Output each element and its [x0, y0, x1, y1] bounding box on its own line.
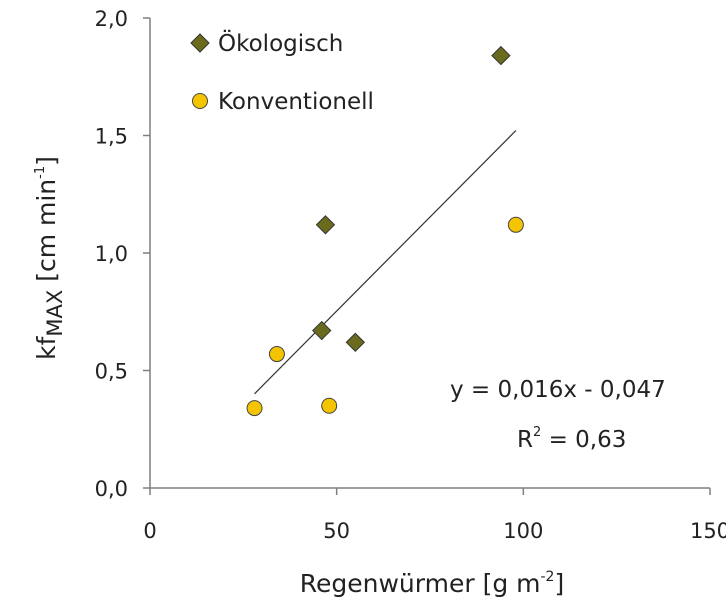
data-point-konventionell	[507, 216, 524, 233]
y-axis-title: kfMAX [cm min-1]	[32, 156, 67, 360]
data-point-konventionell	[246, 400, 263, 417]
x-axis-title: Regenwürmer [g m-2]	[300, 569, 564, 598]
legend-marker-okologisch	[190, 33, 210, 53]
x-tick-label: 50	[323, 519, 350, 543]
trendline	[254, 130, 517, 395]
data-point-konventionell	[321, 397, 338, 414]
x-axis-title-sup: -2	[541, 569, 555, 585]
y-axis-title-end: ]	[32, 156, 61, 166]
y-axis-title-sub: MAX	[43, 290, 67, 337]
y-axis-title-main: kf	[32, 335, 61, 359]
y-ticks: 0,0 0,5 1,0 1,5 2,0	[95, 7, 150, 501]
data-point-okologisch	[315, 215, 336, 235]
data-point-okologisch	[312, 320, 332, 341]
r2-superscript: 2	[533, 425, 541, 440]
legend-label-konventionell: Konventionell	[218, 89, 374, 115]
regression-equation: y = 0,016x - 0,047	[450, 377, 666, 403]
x-axis-title-main: Regenwürmer [g m	[300, 569, 541, 598]
x-ticks: 0 50 100 150	[143, 488, 726, 543]
y-tick-label: 0,5	[95, 360, 128, 384]
y-tick-label: 2,0	[95, 7, 128, 31]
x-tick-label: 0	[143, 519, 156, 543]
r2-value: = 0,63	[541, 427, 626, 453]
y-axis-title-sup: -1	[33, 166, 48, 179]
y-tick-label: 0,0	[95, 477, 128, 501]
x-tick-label: 100	[503, 519, 543, 543]
y-tick-label: 1,0	[95, 242, 128, 266]
r-squared-label: R2 = 0,63	[517, 425, 626, 453]
y-axis-title-unit: [cm min	[32, 179, 61, 290]
data-point-konventionell	[268, 346, 285, 363]
data-point-okologisch	[491, 45, 511, 66]
data-point-okologisch	[345, 332, 366, 353]
legend: Ökologisch Konventionell	[190, 29, 374, 115]
y-tick-label: 1,5	[95, 125, 128, 149]
trendline-group	[254, 130, 517, 395]
x-tick-label: 150	[690, 519, 726, 543]
r2-letter: R	[517, 427, 533, 453]
legend-marker-konventionell	[192, 93, 208, 109]
x-axis-title-end: ]	[554, 569, 564, 598]
legend-label-okologisch: Ökologisch	[218, 29, 343, 57]
data-points	[246, 45, 524, 417]
